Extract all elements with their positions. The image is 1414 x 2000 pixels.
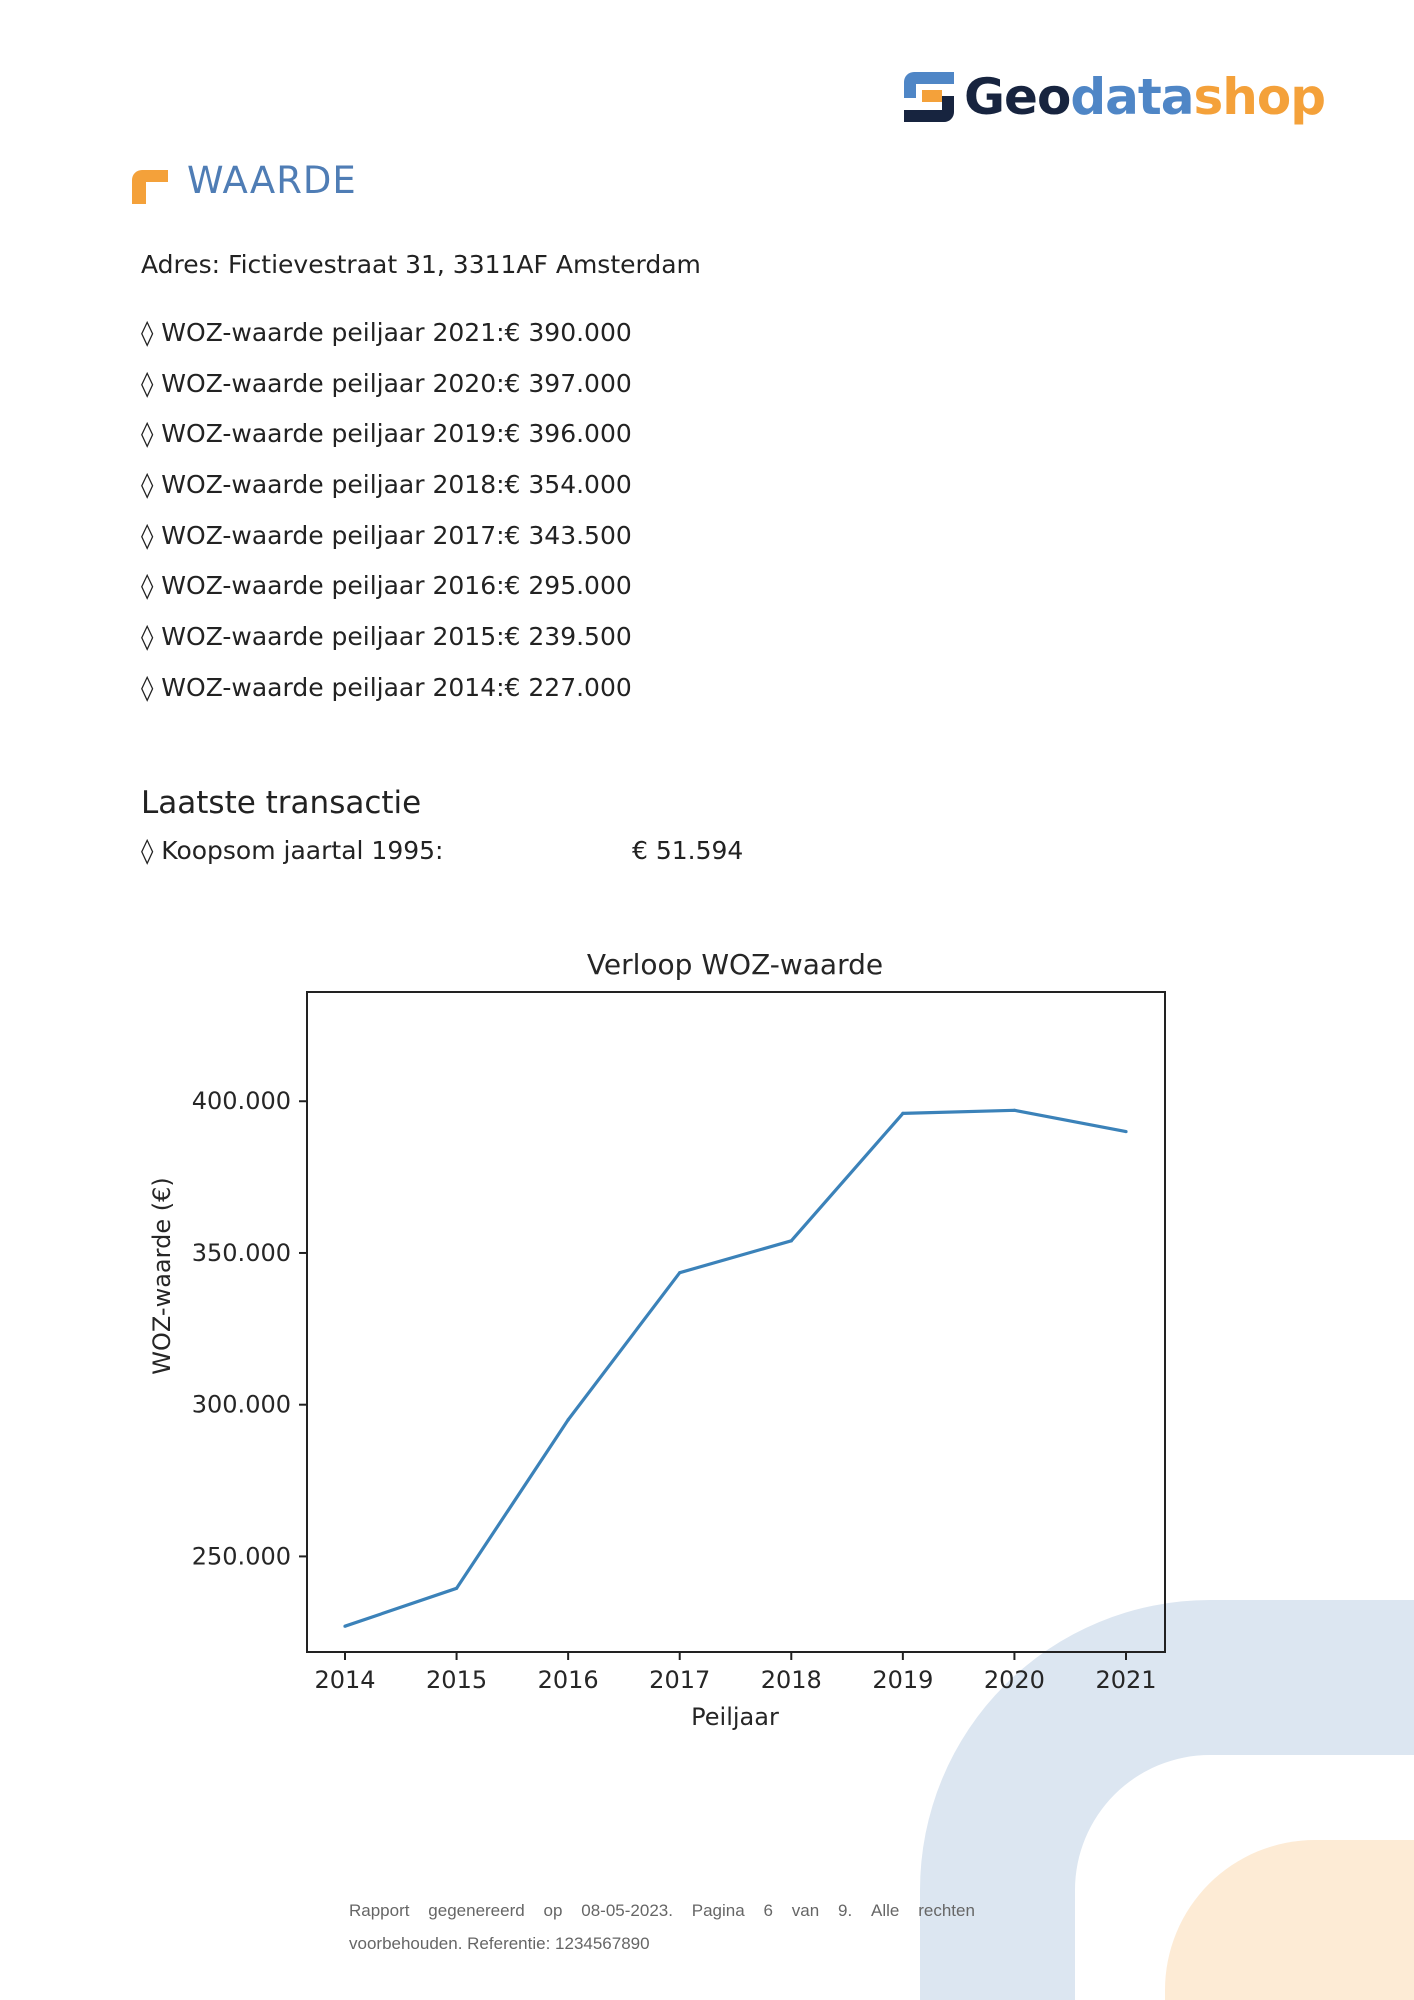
data-point	[454, 1586, 459, 1590]
logo-mark-icon	[904, 72, 954, 122]
y-tick-label: 300.000	[192, 1391, 291, 1419]
footer-word: van	[791, 1901, 820, 1920]
x-tick-label: 2015	[426, 1666, 487, 1694]
chart-x-axis-label: Peiljaar	[691, 1703, 779, 1731]
woz-item-2020: ◊ WOZ-waarde peiljaar 2020:€ 397.000	[141, 368, 632, 398]
data-point	[343, 1624, 347, 1628]
blue-arc-shape	[920, 1600, 1414, 2000]
x-tick-label: 2016	[538, 1666, 599, 1694]
logo-part-geo: Geo	[964, 68, 1071, 126]
footer-word: Pagina	[691, 1901, 745, 1920]
x-tick-label: 2020	[984, 1666, 1045, 1694]
x-tick-label: 2014	[314, 1666, 375, 1694]
transaction-heading: Laatste transactie	[141, 785, 422, 821]
corner-bracket-icon	[132, 170, 168, 204]
x-tick-label: 2017	[649, 1666, 710, 1694]
chart-plot-frame	[306, 991, 1166, 1653]
orange-arc-shape	[1165, 1840, 1414, 2000]
data-point	[1124, 1129, 1128, 1134]
woz-item-2017: ◊ WOZ-waarde peiljaar 2017:€ 343.500	[141, 520, 632, 550]
logo-wordmark: Geodatashop	[964, 62, 1326, 132]
woz-series-line	[344, 1108, 1127, 1628]
footer-word: Alle	[871, 1901, 900, 1920]
footer-word: op	[543, 1901, 563, 1920]
woz-item-2014: ◊ WOZ-waarde peiljaar 2014:€ 227.000	[141, 672, 632, 702]
footer-line-1: Rapport gegenereerd op 08-05-2023. Pagina 6 va…	[349, 1894, 975, 1927]
address-line: Adres: Fictievestraat 31, 3311AF Amsterd…	[141, 250, 701, 279]
chart-y-axis-label: WOZ-waarde (€)	[148, 1177, 176, 1374]
data-point	[1012, 1108, 1017, 1112]
x-tick-label: 2019	[872, 1666, 933, 1694]
logo-part-shop: shop	[1193, 68, 1326, 126]
data-point	[789, 1239, 793, 1243]
data-point	[678, 1271, 682, 1275]
data-point	[901, 1111, 905, 1115]
x-tick-label: 2021	[1095, 1666, 1156, 1694]
y-tick-label: 400.000	[192, 1087, 291, 1115]
section-title: WAARDE	[187, 159, 357, 202]
woz-item-2016: ◊ WOZ-waarde peiljaar 2016:€ 295.000	[141, 571, 632, 601]
footer-line-2: voorbehouden. Referentie: 1234567890	[349, 1934, 650, 1953]
chart-title: Verloop WOZ-waarde	[587, 948, 883, 981]
footer-word: rechten	[918, 1901, 975, 1920]
woz-item-2019: ◊ WOZ-waarde peiljaar 2019:€ 396.000	[141, 419, 632, 449]
logo-part-data: data	[1070, 68, 1194, 126]
geodatashop-logo: Geodatashop	[900, 62, 1350, 132]
page-footer: Rapport gegenereerd op 08-05-2023. Pagina 6 va…	[349, 1894, 975, 1960]
y-tick-label: 350.000	[192, 1239, 291, 1267]
x-tick-label: 2018	[761, 1666, 822, 1694]
y-tick-label: 250.000	[192, 1542, 291, 1570]
footer-word: 9.	[838, 1901, 853, 1920]
data-point	[566, 1418, 570, 1422]
woz-value-list: ◊ WOZ-waarde peiljaar 2021:€ 390.000 ◊ W…	[141, 314, 632, 720]
transaction-value: € 51.594	[632, 836, 744, 865]
woz-item-2018: ◊ WOZ-waarde peiljaar 2018:€ 354.000	[141, 470, 632, 500]
footer-word: gegenereerd	[428, 1901, 525, 1920]
footer-word: 08-05-2023.	[581, 1901, 673, 1920]
footer-word: Rapport	[349, 1901, 410, 1920]
woz-item-2015: ◊ WOZ-waarde peiljaar 2015:€ 239.500	[141, 622, 632, 652]
transaction-label: ◊ Koopsom jaartal 1995:	[141, 836, 444, 865]
woz-item-2021: ◊ WOZ-waarde peiljaar 2021:€ 390.000	[141, 318, 632, 347]
footer-word: 6	[763, 1901, 773, 1920]
